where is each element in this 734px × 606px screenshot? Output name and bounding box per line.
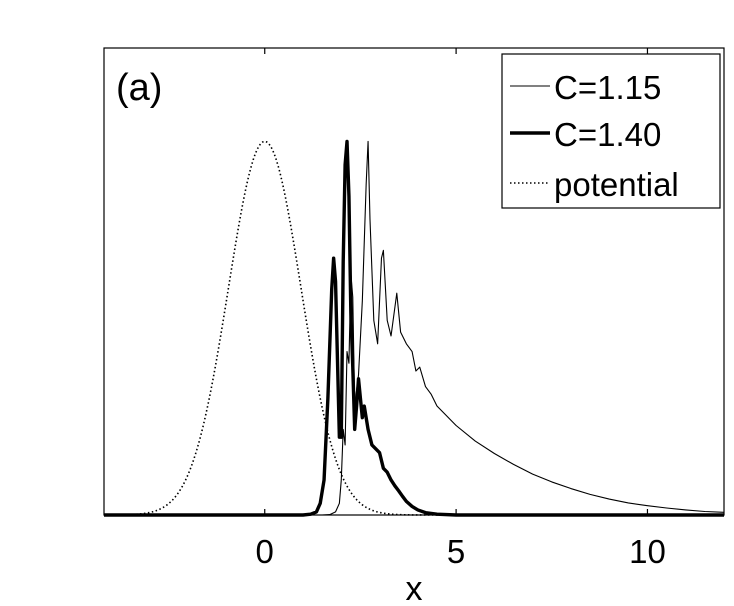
x-tick-label: 0 bbox=[256, 533, 274, 570]
series-line-c-1-15 bbox=[104, 140, 725, 516]
x-tick-labels: 0 5 10 bbox=[256, 533, 666, 570]
legend-label-c115: C=1.15 bbox=[554, 69, 661, 106]
legend-label-potential: potential bbox=[554, 166, 679, 203]
series-line-c-1-40 bbox=[104, 139, 724, 517]
panel-label: (a) bbox=[116, 67, 162, 109]
legend: C=1.15 C=1.40 potential bbox=[501, 53, 721, 209]
tick-marks bbox=[264, 48, 649, 515]
x-tick-label: 10 bbox=[629, 533, 666, 570]
x-axis-label: x bbox=[406, 570, 423, 606]
legend-label-c140: C=1.40 bbox=[554, 116, 661, 153]
x-tick-label: 5 bbox=[447, 533, 465, 570]
plot-frame bbox=[103, 47, 725, 516]
